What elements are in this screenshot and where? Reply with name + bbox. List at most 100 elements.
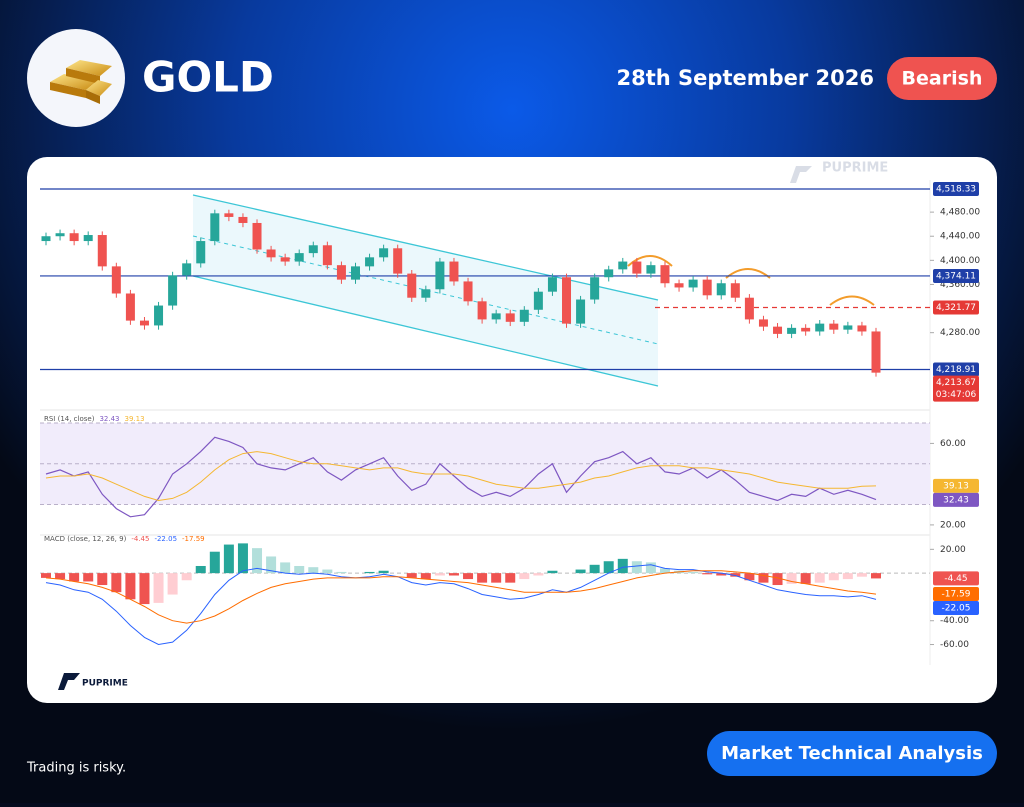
value-badge-label: 39.13 (943, 481, 969, 491)
candle-body (449, 261, 459, 282)
candle-body (238, 216, 248, 223)
histogram-bar (448, 573, 459, 576)
histogram-bar (111, 573, 122, 593)
value-badge-label: 32.43 (943, 495, 969, 505)
candle-body (224, 213, 234, 217)
candle-body (787, 327, 797, 334)
histogram-bar (294, 565, 305, 574)
histogram-bar (237, 543, 248, 574)
histogram-bar (139, 573, 150, 605)
candle-body (829, 323, 839, 330)
histogram-bar (83, 573, 94, 582)
rsi-line (45, 436, 877, 518)
candle-body (41, 236, 51, 242)
histogram-bar (603, 561, 614, 574)
value-badge (933, 182, 979, 197)
candle-body (280, 257, 290, 262)
title: GOLD (142, 53, 274, 102)
last-price-label: 4,213.67 (936, 378, 976, 388)
candle-body (336, 265, 346, 280)
y-tick-label: 4,360.00 (940, 280, 980, 290)
histogram-bar (828, 573, 839, 581)
plots: 4,360.00 4,400.00 4,440.00 4,480.00 4,280.00… (40, 182, 980, 650)
candle-body (308, 245, 318, 254)
candle-body (69, 233, 79, 242)
y-tick-label: 4,280.00 (940, 328, 980, 338)
histogram-bar (491, 573, 502, 583)
histogram-bar (814, 573, 825, 583)
candle-body (674, 283, 684, 288)
candle-body (196, 241, 206, 264)
candle-body (533, 291, 543, 310)
candle-body (111, 266, 121, 294)
histogram-bar (842, 573, 853, 580)
histogram-bar (209, 551, 220, 574)
candle-body (702, 279, 712, 296)
candle-body (322, 245, 332, 266)
candle-body (730, 283, 740, 298)
countdown-label: 03:47:06 (936, 390, 977, 400)
y-tick-label: 4,480.00 (940, 208, 980, 218)
histogram-bar (772, 573, 783, 586)
value-badge (933, 492, 979, 507)
candle-body (646, 265, 656, 274)
candle-body (252, 222, 262, 250)
histogram-bar (688, 571, 699, 574)
value-badge (933, 587, 979, 602)
date: 28th September 2026 (617, 66, 874, 90)
histogram-bar (420, 573, 431, 580)
histogram-bar (322, 569, 333, 574)
candle-body (435, 261, 445, 290)
logo: PUPRIME (82, 679, 128, 689)
histogram-bar (41, 573, 51, 578)
value-badge-label: 4,374.11 (936, 271, 976, 281)
analysis-button-text[interactable]: Market Technical Analysis (721, 743, 983, 764)
candle-body (463, 281, 473, 302)
value-badge-label: 4,218.91 (936, 365, 976, 375)
legend-title: RSI (14, close) (44, 415, 95, 423)
histogram-bar (786, 573, 797, 584)
histogram-bar (758, 573, 769, 583)
candle-body (660, 265, 670, 284)
histogram-bar (153, 573, 164, 603)
histogram-bar (533, 573, 544, 576)
histogram-bar (519, 573, 530, 580)
candle-body (83, 235, 93, 242)
value-badge-label: -17.59 (941, 590, 970, 600)
y-tick-label: 60.00 (940, 439, 966, 449)
candle-body (182, 263, 192, 276)
y-tick-label: 4,400.00 (940, 256, 980, 266)
candle-body (266, 249, 276, 258)
histogram-bar (55, 573, 66, 580)
histogram-bar (280, 562, 291, 574)
value-badge-label: -22.05 (941, 604, 970, 614)
histogram-bar (505, 573, 516, 583)
candle-body (350, 266, 360, 280)
legend-title: MACD (close, 12, 26, 9) (44, 535, 127, 543)
candle-body (154, 305, 164, 326)
candle-body (547, 277, 557, 292)
candle-body (365, 257, 375, 267)
histogram-bar (364, 571, 375, 574)
histogram-bar (125, 573, 136, 600)
histogram-bar (266, 556, 277, 574)
histogram-bar (871, 573, 881, 579)
legend-value: 32.43 (99, 415, 119, 423)
candle-body (407, 273, 417, 298)
sentiment-badge (887, 57, 997, 100)
candle-body (294, 253, 304, 262)
sentiment-text: Bearish (902, 68, 983, 90)
legend-value: -22.05 (154, 535, 177, 543)
histogram-bar (856, 573, 867, 577)
candle-body (815, 323, 825, 332)
rsi-line (45, 451, 877, 502)
disclaimer: Trading is risky. (26, 761, 126, 776)
candle-body (632, 261, 642, 274)
analysis-button[interactable] (707, 731, 997, 776)
histogram-bar (378, 570, 389, 574)
gold-icon (27, 29, 125, 127)
candle-body (379, 248, 389, 258)
value-badge-label: 4,518.33 (936, 185, 976, 195)
histogram-bar (434, 573, 445, 576)
histogram-bar (645, 562, 656, 574)
